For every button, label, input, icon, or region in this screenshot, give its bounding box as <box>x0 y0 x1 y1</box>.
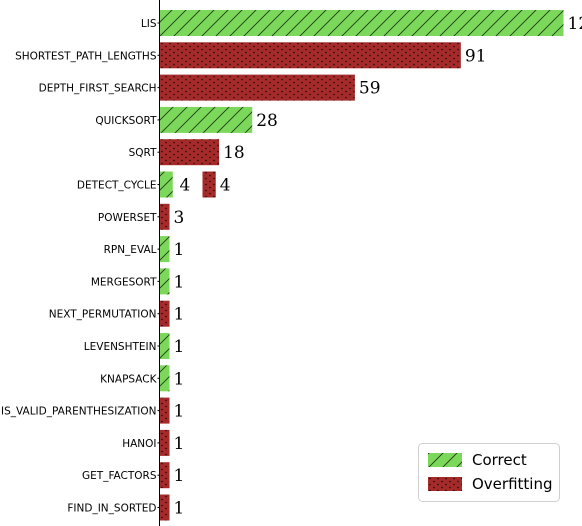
value-label-mergesort-correct: 1 <box>174 272 185 292</box>
bar-knapsack-correct <box>159 365 170 392</box>
category-label-levenshtein: LEVENSHTEIN <box>84 341 157 353</box>
value-label-get-factors-overfitting: 1 <box>174 466 185 486</box>
bar-sqrt-overfitting <box>159 139 220 166</box>
bar-hanoi-overfitting <box>159 429 170 456</box>
legend-label-overfitting: Overfitting <box>472 475 553 493</box>
bar-detect-cycle-correct <box>159 171 173 198</box>
value-label-levenshtein-correct: 1 <box>174 337 185 357</box>
value-label-rpn-eval-correct: 1 <box>174 240 185 260</box>
bar-shortest-path-lengths-overfitting <box>159 42 461 69</box>
category-label-depth-first-search: DEPTH_FIRST_SEARCH <box>39 83 157 95</box>
legend: Correct Overfitting <box>418 443 560 502</box>
category-label-powerset: POWERSET <box>98 212 157 224</box>
bar-next-permutation-overfitting <box>159 300 170 327</box>
category-label-get-factors: GET_FACTORS <box>82 470 157 482</box>
bars-layer <box>159 10 564 521</box>
value-label-depth-first-search-overfitting: 59 <box>359 79 381 99</box>
bar-find-in-sorted-overfitting <box>159 494 170 521</box>
category-label-next-permutation: NEXT_PERMUTATION <box>49 309 157 321</box>
category-label-is-valid-parenthesization: IS_VALID_PARENTHESIZATION <box>1 406 157 418</box>
bar-rpn-eval-correct <box>159 236 170 263</box>
bar-depth-first-search-overfitting <box>159 74 355 101</box>
category-label-shortest-path-lengths: SHORTEST_PATH_LENGTHS <box>15 50 157 62</box>
value-label-next-permutation-overfitting: 1 <box>174 305 185 325</box>
value-label-powerset-overfitting: 3 <box>174 208 185 228</box>
value-label-sqrt-overfitting: 18 <box>223 143 245 163</box>
category-label-find-in-sorted: FIND_IN_SORTED <box>67 503 156 515</box>
bar-mergesort-correct <box>159 268 170 295</box>
value-label-detect-cycle-overfitting: 4 <box>220 176 231 196</box>
bar-quicksort-correct <box>159 106 253 133</box>
value-label-is-valid-parenthesization-overfitting: 1 <box>174 402 185 422</box>
category-label-mergesort: MERGESORT <box>91 276 157 288</box>
bar-lis-correct <box>159 10 564 36</box>
legend-label-correct: Correct <box>472 451 527 469</box>
bar-levenshtein-correct <box>159 333 170 359</box>
value-label-lis-correct: 122 <box>568 14 582 34</box>
category-label-quicksort: QUICKSORT <box>95 115 157 127</box>
value-label-knapsack-correct: 1 <box>174 369 185 389</box>
category-label-knapsack: KNAPSACK <box>100 373 157 385</box>
bar-get-factors-overfitting <box>159 462 170 489</box>
labels-layer: LIS 122 SHORTEST_PATH_LENGTHS 91 DEPTH_FIRST… <box>1 14 582 519</box>
value-label-quicksort-correct: 28 <box>256 111 278 131</box>
bar-is-valid-parenthesization-overfitting <box>159 397 170 424</box>
category-label-sqrt: SQRT <box>129 147 157 159</box>
category-label-rpn-eval: RPN_EVAL <box>104 244 157 256</box>
category-label-lis: LIS <box>141 18 157 30</box>
value-label-hanoi-overfitting: 1 <box>174 434 185 454</box>
category-label-detect-cycle: DETECT_CYCLE <box>77 180 157 192</box>
value-label-detect-cycle-correct: 4 <box>180 176 191 196</box>
legend-swatch-correct <box>428 453 462 467</box>
value-label-shortest-path-lengths-overfitting: 91 <box>465 46 487 66</box>
value-label-find-in-sorted-overfitting: 1 <box>174 499 185 519</box>
bar-powerset-overfitting <box>159 203 170 230</box>
bar-detect-cycle-overfitting <box>202 171 216 198</box>
legend-swatch-overfitting <box>428 477 462 491</box>
category-label-hanoi: HANOI <box>122 438 156 450</box>
